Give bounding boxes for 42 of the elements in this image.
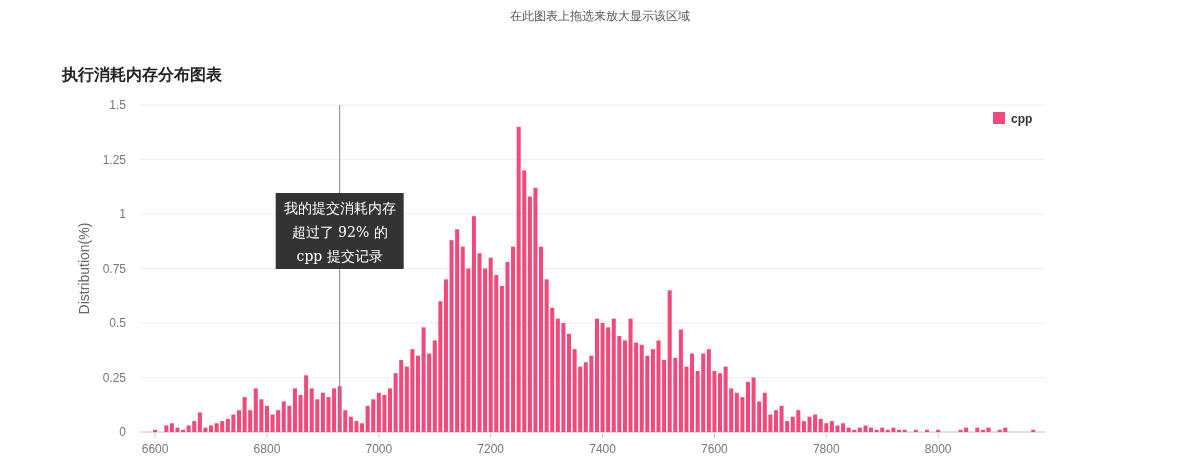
y-axis-title: Distribution(%) bbox=[76, 222, 92, 315]
bar bbox=[471, 216, 476, 432]
bar bbox=[801, 421, 806, 432]
bar bbox=[236, 410, 242, 432]
x-tick-label: 7800 bbox=[812, 442, 840, 456]
bar bbox=[773, 410, 778, 432]
x-tick-label: 8000 bbox=[924, 442, 952, 456]
y-tick-label: 1 bbox=[119, 207, 127, 221]
bar bbox=[443, 279, 448, 432]
y-tick-label: 1.5 bbox=[109, 98, 127, 112]
x-tick-label: 7600 bbox=[701, 442, 729, 456]
x-tick-label: 7400 bbox=[589, 442, 617, 456]
chart-title: 执行消耗内存分布图表 bbox=[61, 65, 223, 84]
bar bbox=[594, 318, 599, 432]
bar bbox=[566, 333, 572, 432]
text: 在此图表上拖选来放大显示该区域 bbox=[509, 9, 690, 23]
y-tick-label: 1.25 bbox=[102, 152, 127, 167]
x-tick-label: 6800 bbox=[253, 442, 281, 456]
bar bbox=[511, 246, 516, 432]
legend-label: cpp bbox=[1011, 112, 1033, 126]
y-tick-label: 0 bbox=[119, 425, 127, 439]
y-tick-label: 0.25 bbox=[102, 370, 127, 385]
bar bbox=[209, 425, 214, 432]
bar bbox=[690, 353, 695, 432]
bar bbox=[718, 373, 723, 432]
ref-line-label: 我的提交消耗内存超过了 92% 的 cpp 提交记录 bbox=[283, 200, 396, 264]
x-tick-label: 7000 bbox=[365, 442, 393, 456]
bar bbox=[415, 355, 420, 432]
bar bbox=[292, 388, 297, 432]
bar bbox=[164, 425, 169, 432]
legend: cpp bbox=[993, 112, 1033, 126]
bar bbox=[539, 246, 544, 432]
y-tick-label: 0.5 bbox=[109, 316, 127, 330]
bar bbox=[622, 340, 627, 432]
x-tick-label: 6600 bbox=[141, 442, 169, 456]
bar bbox=[745, 381, 751, 432]
ref-line: 我的提交消耗内存超过了 92% 的 cpp 提交记录 bbox=[275, 104, 404, 433]
bar bbox=[264, 405, 269, 432]
y-tick-label: 0.75 bbox=[102, 261, 127, 276]
bar bbox=[388, 388, 393, 432]
x-tick-label: 7200 bbox=[477, 442, 505, 456]
bar bbox=[360, 423, 365, 432]
